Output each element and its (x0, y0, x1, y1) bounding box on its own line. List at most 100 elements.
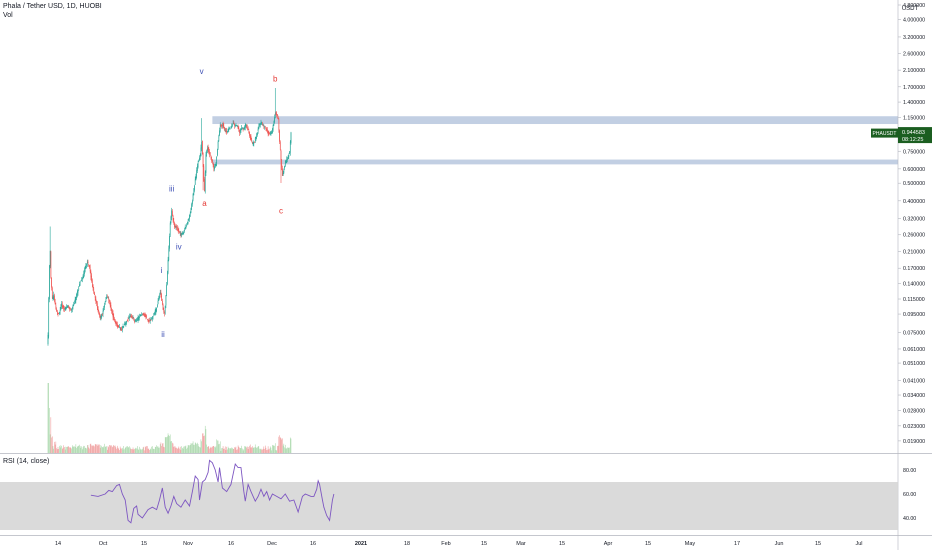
candle-body (72, 304, 74, 308)
volume-bar (205, 429, 207, 453)
candle-body (66, 307, 67, 309)
volume-bar (139, 446, 140, 453)
candle-body (175, 226, 177, 227)
candle-body (250, 136, 252, 140)
volume-bar (64, 447, 65, 453)
rsi-tick-label: 40.00 (903, 516, 916, 522)
price-tag-symbol: PHAUSDT (873, 131, 897, 137)
time-tick-label: 17 (734, 541, 740, 547)
candle-body (157, 300, 159, 304)
candle-body (197, 166, 198, 171)
candle-body (104, 305, 105, 308)
candle-body (78, 287, 80, 290)
volume-bar (211, 447, 212, 453)
candle-body (257, 132, 258, 136)
candle-body (284, 165, 285, 169)
volume-bar (251, 447, 252, 453)
volume-bar (120, 448, 122, 453)
volume-bar (257, 446, 259, 453)
volume-bar (217, 440, 219, 453)
volume-bar (273, 445, 275, 453)
candle-body (64, 308, 66, 310)
candle-body (190, 208, 192, 213)
candle-body (202, 140, 203, 155)
volume-bar (204, 425, 206, 453)
volume-bar (198, 446, 200, 453)
volume-bar (282, 445, 284, 453)
volume-bar (176, 447, 177, 453)
volume-bar (114, 445, 115, 453)
candle-body (106, 296, 107, 299)
volume-bar (272, 444, 273, 453)
candle-body (122, 326, 124, 328)
volume-bar (196, 444, 197, 453)
volume-bar (228, 447, 230, 453)
candle-body (228, 127, 230, 130)
volume-bar (282, 438, 283, 453)
candle-body (204, 178, 205, 192)
volume-bar (224, 446, 226, 453)
candle-body (94, 292, 95, 296)
volume-bar (202, 433, 203, 453)
candle-body (211, 157, 213, 162)
volume-bar (199, 447, 201, 453)
volume-bar (191, 443, 192, 453)
volume-bar (149, 448, 151, 453)
candle-body (179, 232, 181, 234)
candle-body (136, 319, 138, 321)
candle-body (284, 163, 286, 166)
candle-body (187, 221, 189, 224)
candle-body (164, 312, 165, 314)
volume-bar (89, 448, 90, 453)
price-tick-label: 4.800000 (903, 3, 925, 9)
volume-bar (222, 446, 224, 453)
volume-bar (168, 435, 170, 453)
volume-bar (177, 448, 178, 453)
volume-bar (147, 446, 148, 453)
volume-bar (159, 447, 160, 453)
wave-label: a (202, 199, 207, 208)
volume-bar (74, 446, 76, 453)
volume-bar (250, 447, 252, 453)
candle-body (272, 128, 273, 134)
candle-body (170, 216, 172, 223)
volume-bar (179, 446, 181, 453)
volume-bar (236, 449, 237, 453)
candle-body (261, 123, 263, 125)
candle-body (219, 130, 220, 136)
candle-body (186, 224, 188, 227)
candle-body (169, 236, 170, 249)
time-tick-label: Dec (267, 541, 277, 547)
volume-bar (101, 446, 102, 453)
candle-body (237, 126, 239, 130)
price-tick-label: 1.700000 (903, 85, 925, 91)
price-tick-label: 0.075000 (903, 331, 925, 337)
rsi-label: RSI (14, close) (3, 458, 50, 465)
volume-bar (144, 450, 145, 453)
candle-body (289, 141, 291, 153)
volume-bar (118, 448, 120, 453)
candle-body (281, 159, 283, 168)
volume-bar (289, 447, 290, 453)
volume-bar (284, 447, 285, 453)
volume-bar (192, 443, 193, 453)
volume-bar (290, 438, 292, 453)
candle-body (171, 210, 172, 218)
candle-body (267, 131, 269, 134)
volume-bar (61, 448, 63, 453)
volume-bar (82, 447, 84, 453)
volume-bar (105, 446, 107, 453)
volume-bar (267, 446, 269, 453)
candle-body (152, 316, 154, 318)
price-tick-label: 0.034000 (903, 393, 925, 399)
candle-body (47, 334, 49, 345)
price-tag-box (898, 127, 932, 144)
volume-bar (269, 448, 270, 453)
candle-body (110, 304, 112, 309)
volume-bar (180, 449, 182, 453)
volume-bar (77, 446, 78, 453)
volume-bar (104, 446, 106, 453)
time-tick-label: 15 (815, 541, 821, 547)
